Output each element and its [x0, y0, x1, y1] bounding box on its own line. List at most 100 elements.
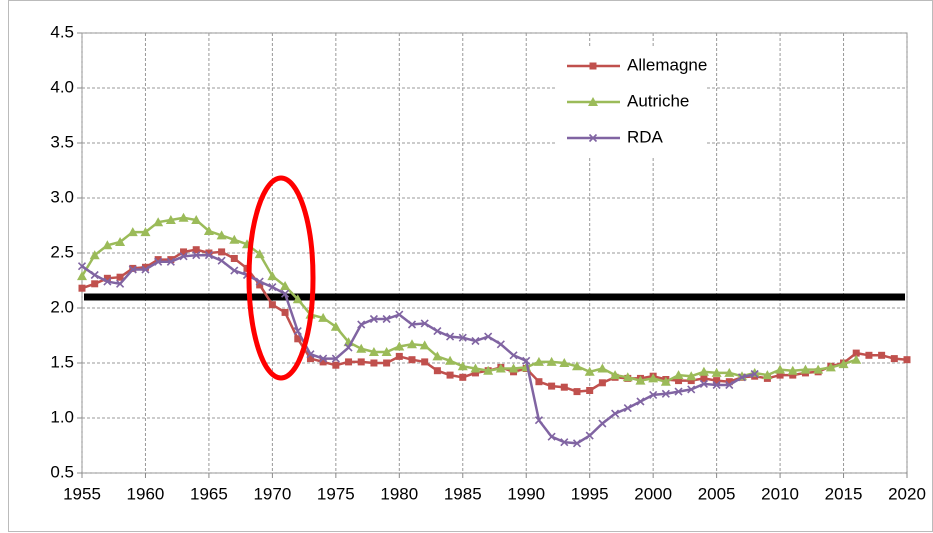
- marker: [559, 358, 570, 367]
- marker: [635, 375, 646, 385]
- x-tick-label: 1990: [507, 484, 545, 503]
- marker: [471, 369, 479, 377]
- marker: [673, 370, 684, 380]
- x-tick-label: 1975: [317, 484, 355, 503]
- marker: [141, 265, 150, 274]
- legend-label: Autriche: [627, 91, 689, 110]
- marker: [789, 371, 797, 379]
- marker: [865, 351, 873, 359]
- marker: [724, 367, 735, 377]
- marker: [254, 249, 265, 259]
- marker: [191, 215, 202, 224]
- x-tick-label: 1985: [444, 484, 482, 503]
- marker: [102, 240, 113, 250]
- marker: [509, 351, 518, 360]
- marker: [433, 327, 442, 336]
- x-tick-label: 1960: [127, 484, 165, 503]
- x-tick-label: 2005: [698, 484, 736, 503]
- marker: [369, 314, 378, 324]
- marker: [787, 365, 798, 375]
- marker: [598, 419, 607, 428]
- marker: [153, 217, 164, 227]
- marker: [89, 250, 100, 260]
- marker: [268, 301, 276, 309]
- marker: [383, 359, 391, 367]
- marker: [103, 274, 111, 282]
- marker: [255, 277, 264, 286]
- marker: [165, 215, 176, 224]
- marker: [167, 256, 175, 264]
- marker: [495, 363, 506, 373]
- marker: [256, 281, 264, 289]
- marker: [686, 371, 697, 381]
- marker: [636, 397, 645, 406]
- marker: [217, 256, 226, 265]
- marker: [572, 439, 582, 448]
- marker: [203, 226, 214, 235]
- marker: [420, 319, 429, 328]
- marker: [588, 133, 598, 143]
- marker: [292, 294, 303, 304]
- y-tick-label: 0.5: [50, 462, 74, 481]
- marker: [623, 404, 632, 413]
- marker: [675, 377, 683, 385]
- marker: [179, 252, 188, 261]
- marker: [382, 314, 391, 324]
- marker: [280, 281, 291, 290]
- marker: [205, 249, 213, 257]
- marker: [560, 438, 569, 447]
- marker: [306, 350, 315, 359]
- marker: [674, 387, 683, 396]
- marker: [103, 277, 112, 286]
- marker: [711, 367, 722, 377]
- marker: [572, 361, 582, 371]
- marker: [547, 432, 556, 441]
- marker: [649, 390, 658, 399]
- marker: [267, 271, 278, 281]
- marker: [573, 388, 581, 396]
- marker: [700, 374, 708, 382]
- x-tick-label: 1965: [190, 484, 228, 503]
- x-tick-label: 2000: [634, 484, 672, 503]
- marker: [140, 227, 151, 237]
- marker: [458, 333, 467, 342]
- marker: [356, 343, 367, 353]
- marker: [484, 332, 493, 341]
- marker: [852, 349, 860, 357]
- marker: [687, 385, 696, 394]
- marker: [77, 271, 87, 281]
- marker: [319, 354, 328, 363]
- x-tick-label: 1995: [571, 484, 609, 503]
- x-tick-label: 1980: [380, 484, 418, 503]
- marker: [78, 284, 86, 292]
- marker: [218, 248, 226, 256]
- marker: [598, 379, 606, 387]
- marker: [432, 351, 443, 361]
- marker: [522, 356, 531, 365]
- marker: [230, 266, 239, 275]
- marker: [407, 320, 417, 329]
- marker: [496, 340, 505, 349]
- y-tick-label: 2.0: [50, 297, 74, 316]
- marker: [394, 341, 405, 351]
- marker: [90, 270, 99, 280]
- marker: [115, 237, 126, 246]
- marker: [546, 356, 557, 366]
- marker: [229, 234, 240, 244]
- marker: [281, 308, 289, 316]
- marker: [381, 347, 392, 356]
- marker: [560, 383, 568, 391]
- marker: [698, 366, 709, 376]
- marker: [622, 372, 633, 382]
- marker: [395, 310, 404, 319]
- marker: [903, 356, 911, 364]
- marker: [370, 359, 378, 367]
- marker: [483, 365, 494, 375]
- marker: [586, 387, 594, 394]
- marker: [216, 230, 227, 240]
- marker: [470, 363, 481, 373]
- marker: [737, 373, 747, 382]
- marker: [610, 370, 621, 380]
- marker: [433, 367, 441, 375]
- marker: [395, 352, 403, 360]
